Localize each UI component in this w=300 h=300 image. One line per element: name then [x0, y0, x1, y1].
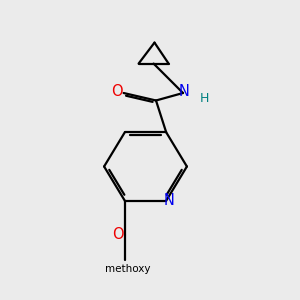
Text: N: N [178, 84, 189, 99]
Text: methoxy: methoxy [105, 263, 151, 274]
Text: O: O [111, 84, 123, 99]
Text: N: N [164, 193, 175, 208]
Text: H: H [200, 92, 209, 105]
Text: O: O [112, 227, 124, 242]
